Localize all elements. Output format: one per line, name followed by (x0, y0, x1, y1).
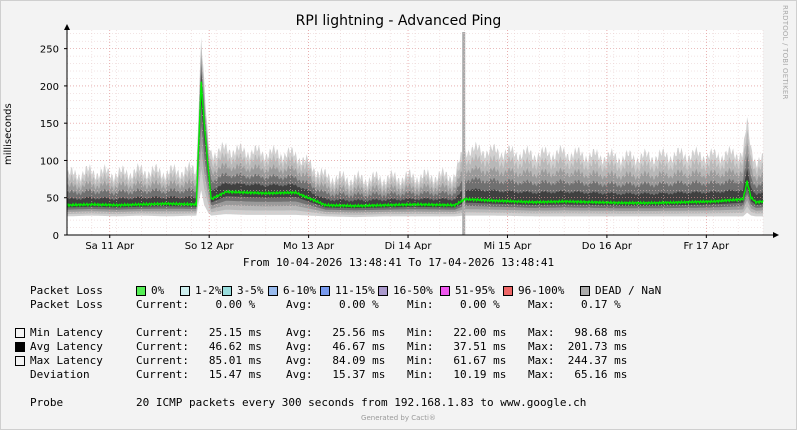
generated-by: Generated by Cacti® (361, 414, 436, 422)
deviation-current: Current: 15.47 ms (136, 368, 262, 381)
min-latency-max: Max: 98.68 ms (528, 326, 628, 339)
packet-loss-swatch (440, 286, 450, 296)
probe-label: Probe (30, 396, 64, 409)
min-latency-current: Current: 25.15 ms (136, 326, 262, 339)
packet-loss-swatch (580, 286, 590, 296)
max-latency-swatch (15, 356, 25, 366)
min-latency-avg: Avg: 25.56 ms (286, 326, 386, 339)
packet-loss-legend-item: 6-10% (283, 284, 317, 297)
packet-loss-max: Max: 0.17 % (528, 298, 621, 311)
x-tick-label: Fr 17 Apr (684, 241, 730, 250)
y-axis-arrow (64, 24, 70, 30)
avg-latency-avg: Avg: 46.67 ms (286, 340, 386, 353)
packet-loss-legend-item: 16-50% (393, 284, 433, 297)
x-tick-label: Di 14 Apr (385, 241, 433, 250)
avg-latency-series (66, 81, 764, 209)
x-tick-label: Do 16 Apr (582, 241, 633, 250)
packet-loss-legend-item: 3-5% (237, 284, 264, 297)
max-latency-current: Current: 85.01 ms (136, 354, 262, 367)
packet-loss-legend-item: 51-95% (455, 284, 495, 297)
x-tick-label: Mi 15 Apr (484, 241, 533, 250)
x-ticks: Sa 11 Apr So 12 Apr Mo 13 Apr Di 14 Apr Mi 1… (85, 235, 730, 250)
y-tick-label: 0 (53, 231, 59, 242)
packet-loss-stats-label: Packet Loss (30, 298, 103, 311)
deviation-max: Max: 65.16 ms (528, 368, 628, 381)
y-tick-label: 200 (40, 82, 59, 93)
latency-chart: 0 50 100 150 200 250 Sa 11 Apr So 12 Apr Mo 13 … (40, 24, 779, 250)
y-tick-label: 100 (40, 156, 59, 167)
max-latency-label: Max Latency (30, 354, 103, 367)
min-latency-swatch (15, 328, 25, 338)
deviation-label: Deviation (30, 368, 90, 381)
x-tick-label: Mo 13 Apr (283, 241, 335, 250)
packet-loss-min: Min: 0.00 % (407, 298, 500, 311)
x-tick-label: So 12 Apr (185, 241, 235, 250)
time-range: From 10-04-2026 13:48:41 To 17-04-2026 1… (242, 256, 555, 269)
deviation-min: Min: 10.19 ms (407, 368, 507, 381)
min-latency-min: Min: 22.00 ms (407, 326, 507, 339)
packet-loss-legend-item: 96-100% (518, 284, 565, 297)
avg-latency-label: Avg Latency (30, 340, 103, 353)
x-axis-arrow (773, 232, 779, 238)
packet-loss-swatch (268, 286, 278, 296)
avg-latency-swatch (15, 342, 25, 352)
packet-loss-swatch (320, 286, 330, 296)
max-latency-min: Min: 61.67 ms (407, 354, 507, 367)
packet-loss-swatch (180, 286, 190, 296)
max-latency-max: Max: 244.37 ms (528, 354, 628, 367)
packet-loss-legend-item: 1-2% (195, 284, 222, 297)
deviation-avg: Avg: 15.37 ms (286, 368, 386, 381)
chart-axes (64, 24, 779, 238)
packet-loss-legend-item: 0% (151, 284, 165, 297)
packet-loss-legend-label: Packet Loss (30, 284, 103, 297)
y-tick-label: 150 (40, 119, 59, 130)
chart-grid (66, 30, 764, 235)
min-latency-label: Min Latency (30, 326, 103, 339)
avg-latency-max: Max: 201.73 ms (528, 340, 628, 353)
packet-loss-swatch (378, 286, 388, 296)
band-upper-1 (67, 64, 763, 211)
y-tick-label: 50 (46, 194, 59, 205)
packet-loss-legend-item: DEAD / NaN (595, 284, 662, 297)
packet-loss-legend-item: 11-15% (335, 284, 375, 297)
outage-marker (462, 32, 466, 235)
x-tick-label: Sa 11 Apr (85, 241, 135, 250)
packet-loss-avg: Avg: 0.00 % (286, 298, 379, 311)
y-tick-label: 250 (40, 45, 59, 56)
rrdtool-watermark: RRDTOOL / TOBI OETIKER (781, 5, 789, 100)
avg-latency-line (66, 81, 764, 209)
probe-text: 20 ICMP packets every 300 seconds from 1… (136, 396, 587, 409)
packet-loss-swatch (503, 286, 513, 296)
avg-latency-current: Current: 46.62 ms (136, 340, 262, 353)
max-latency-avg: Avg: 84.09 ms (286, 354, 386, 367)
packet-loss-current: Current: 0.00 % (136, 298, 256, 311)
avg-latency-min: Min: 37.51 ms (407, 340, 507, 353)
y-ticks: 0 50 100 150 200 250 (40, 45, 67, 242)
packet-loss-swatch (222, 286, 232, 296)
packet-loss-swatch (136, 286, 146, 296)
chart-title: RPI lightning - Advanced Ping (295, 13, 502, 29)
